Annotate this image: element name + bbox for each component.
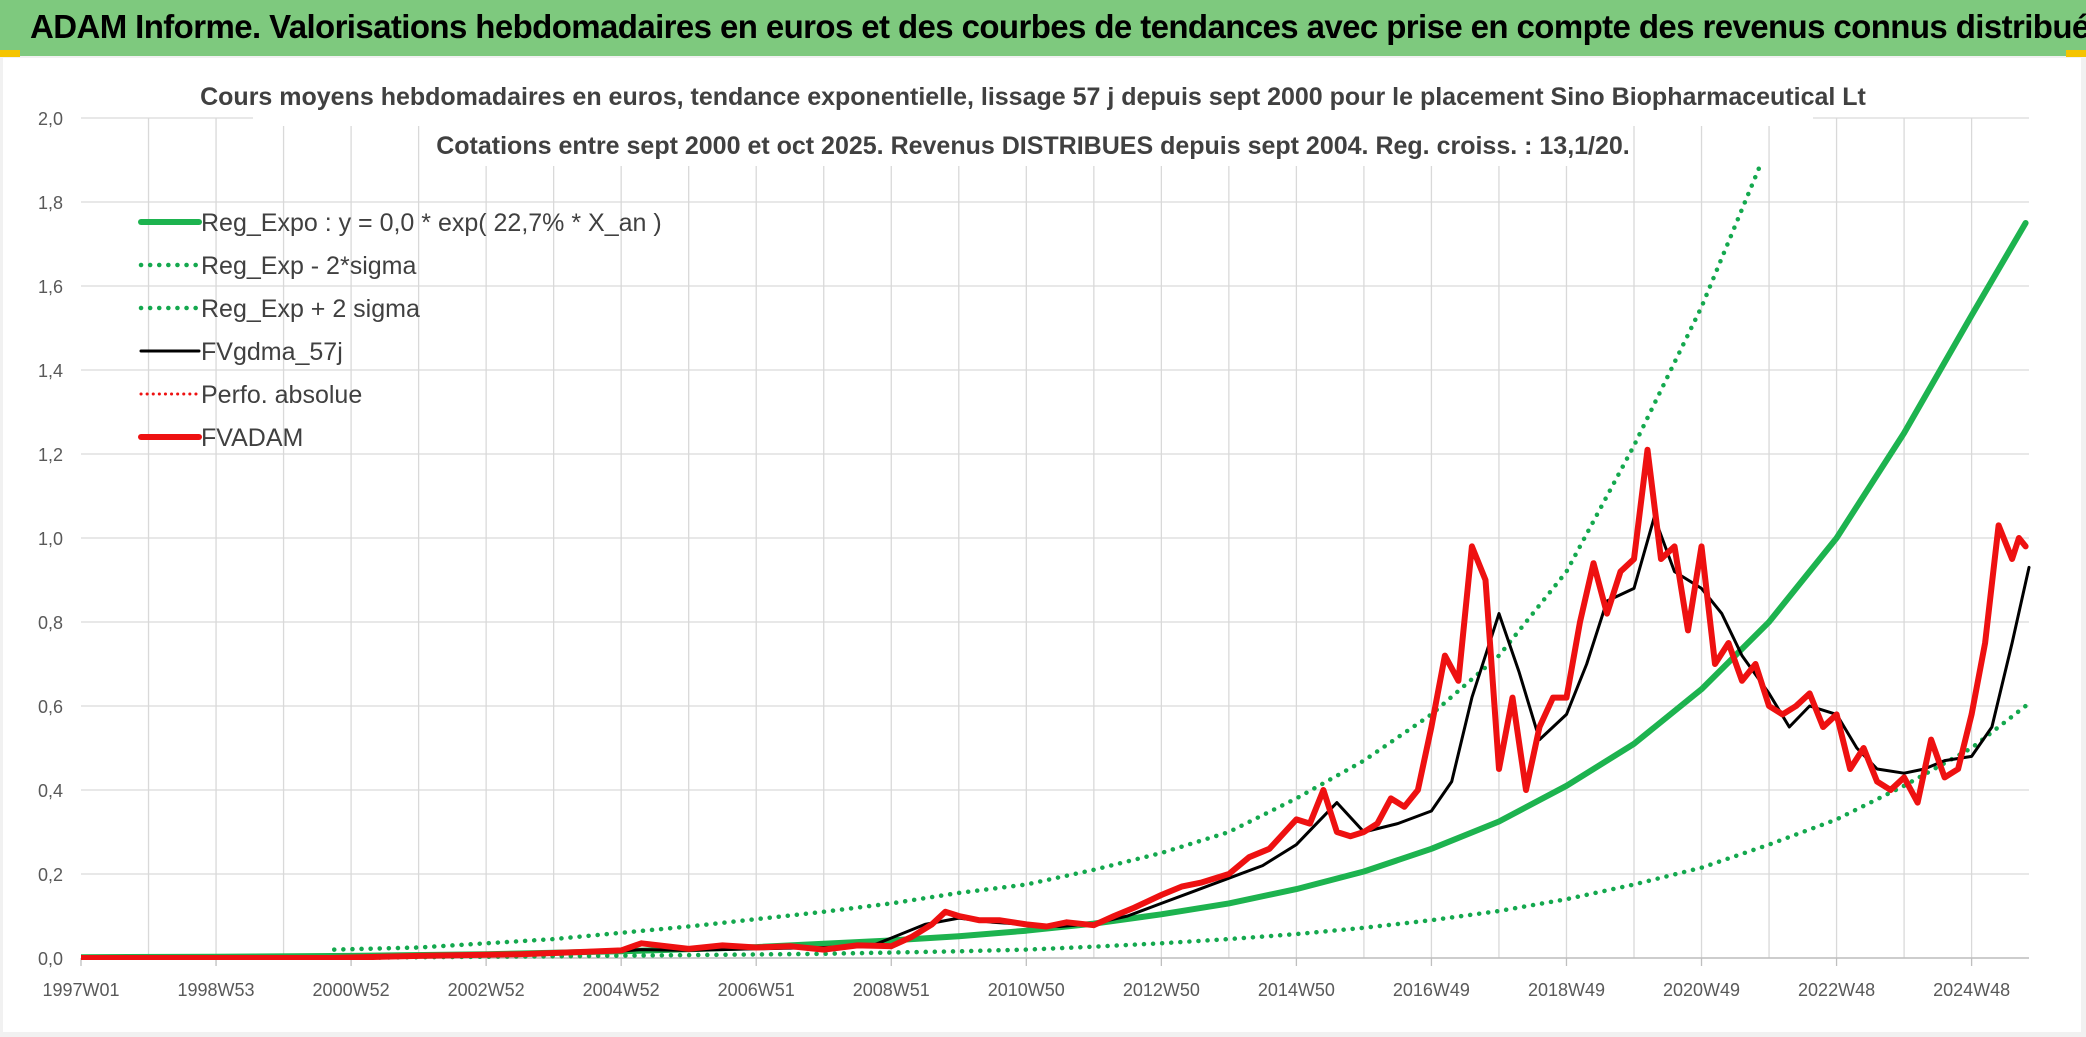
banner-corner-right: [2066, 50, 2086, 57]
report-banner: ADAM Informe. Valorisations hebdomadaire…: [0, 0, 2086, 56]
y-tick-label: 1,2: [38, 445, 63, 465]
title-background: [253, 60, 1813, 126]
y-tick-label: 1,6: [38, 277, 63, 297]
x-tick-label: 2024W48: [1933, 980, 2010, 1000]
x-tick-label: 1998W53: [178, 980, 255, 1000]
y-tick-label: 2,0: [38, 109, 63, 129]
chart-svg: 0,0 0,2 0,4 0,6 0,8 1,0 1,2 1,4 1,6 1,8 2,0 1997W01…: [38, 60, 2031, 1000]
x-tick-label: 1997W01: [42, 980, 119, 1000]
series-line: [331, 703, 2028, 960]
x-tick-label: 2020W49: [1663, 980, 1740, 1000]
legend-label: Perfo. absolue: [201, 381, 362, 409]
x-tick-label: 2010W50: [988, 980, 1065, 1000]
x-tick-label: 2018W49: [1528, 980, 1605, 1000]
x-tick-label: 2000W52: [313, 980, 390, 1000]
y-tick-label: 0,2: [38, 865, 63, 885]
y-tick-label: 1,4: [38, 361, 63, 381]
series-line: [81, 446, 2029, 960]
x-tick-label: 2012W50: [1123, 980, 1200, 1000]
report-title: ADAM Informe. Valorisations hebdomadaire…: [30, 8, 2086, 45]
x-tick-label: 2022W48: [1798, 980, 1875, 1000]
series-line: [81, 515, 2031, 960]
series-line: [81, 220, 2029, 960]
x-tick-label: 2014W50: [1258, 980, 1335, 1000]
y-tick-label: 0,0: [38, 949, 63, 969]
y-tick-label: 0,8: [38, 613, 63, 633]
subtitle-background: [473, 126, 1613, 166]
x-tick-label: 2006W51: [718, 980, 795, 1000]
y-tick-label: 0,6: [38, 697, 63, 717]
banner-corner-left: [0, 50, 20, 57]
x-tick-label: 2004W52: [583, 980, 660, 1000]
legend-label: Reg_Exp - 2*sigma: [201, 252, 416, 280]
x-tick-label: 2016W49: [1393, 980, 1470, 1000]
y-tick-label: 1,8: [38, 193, 63, 213]
chart-title: Cours moyens hebdomadaires en euros, ten…: [200, 83, 1866, 111]
y-tick-label: 1,0: [38, 529, 63, 549]
chart-plot-area: 0,0 0,2 0,4 0,6 0,8 1,0 1,2 1,4 1,6 1,8 2,0 1997W01…: [3, 58, 2081, 1032]
legend-label: FVADAM: [201, 424, 303, 452]
series-line: [331, 166, 1762, 952]
x-tick-label: 2002W52: [448, 980, 525, 1000]
legend-label: Reg_Exp + 2 sigma: [201, 295, 420, 323]
y-tick-label: 0,4: [38, 781, 63, 801]
legend-label: Reg_Expo : y = 0,0 * exp( 22,7% * X_an ): [201, 209, 662, 237]
x-tick-label: 2008W51: [853, 980, 930, 1000]
legend-label: FVgdma_57j: [201, 338, 343, 366]
chart-subtitle: Cotations entre sept 2000 et oct 2025. R…: [436, 132, 1630, 160]
